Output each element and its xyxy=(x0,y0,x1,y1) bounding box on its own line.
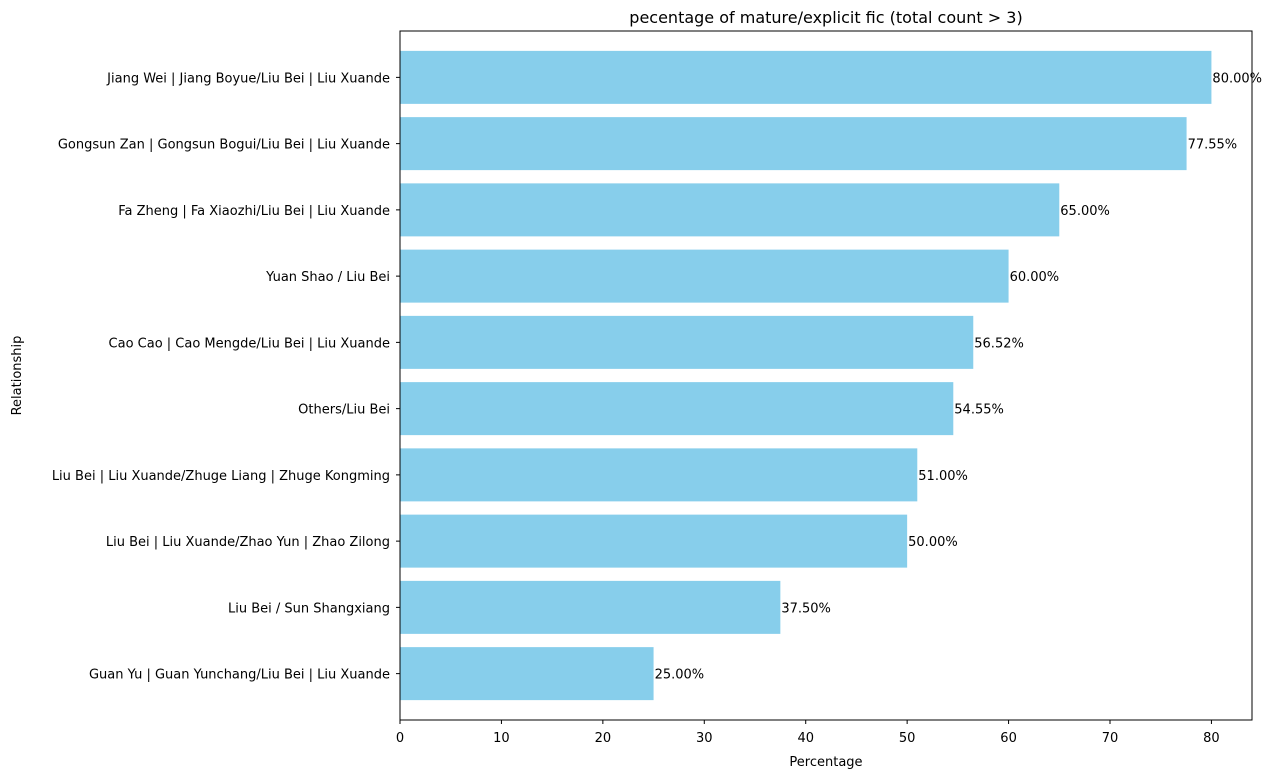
y-tick-label: Liu Bei / Sun Shangxiang xyxy=(228,601,390,616)
y-tick-label: Liu Bei | Liu Xuande/Zhao Yun | Zhao Zil… xyxy=(106,535,390,550)
y-tick-label: Guan Yu | Guan Yunchang/Liu Bei | Liu Xu… xyxy=(89,668,390,683)
bar-value-labels: 80.00% 77.55% 65.00% 60.00% 56.52% 54.55% 51.0… xyxy=(655,71,1262,682)
x-tick-label: 60 xyxy=(1000,731,1017,746)
bar xyxy=(400,117,1187,171)
x-tick-label: 80 xyxy=(1203,731,1220,746)
bar-value-label: 54.55% xyxy=(954,403,1004,418)
x-tick-label: 0 xyxy=(396,731,404,746)
bar-value-label: 60.00% xyxy=(1010,270,1060,285)
bar xyxy=(400,249,1009,303)
y-tick-label: Liu Bei | Liu Xuande/Zhuge Liang | Zhuge… xyxy=(52,469,390,484)
x-tick-label: 20 xyxy=(595,731,612,746)
y-tick-label: Others/Liu Bei xyxy=(298,403,390,418)
bar-value-label: 80.00% xyxy=(1212,71,1262,86)
bar xyxy=(400,382,954,436)
bar xyxy=(400,183,1060,237)
plot-frame xyxy=(399,30,1253,721)
x-tick-label: 40 xyxy=(797,731,814,746)
bar-value-label: 25.00% xyxy=(655,668,705,683)
bar xyxy=(400,315,974,369)
y-axis-ticks: Jiang Wei | Jiang Boyue/Liu Bei | Liu Xu… xyxy=(52,71,400,683)
bar xyxy=(400,647,654,701)
bar xyxy=(400,580,781,634)
x-tick-label: 70 xyxy=(1102,731,1119,746)
x-tick-label: 30 xyxy=(696,731,713,746)
y-axis-title: Relationship xyxy=(10,336,25,416)
bar xyxy=(400,50,1212,104)
bar xyxy=(400,514,908,568)
bar-value-label: 56.52% xyxy=(974,336,1024,351)
x-axis-ticks: 0 10 20 30 40 50 60 70 80 xyxy=(396,720,1220,746)
x-axis-title: Percentage xyxy=(789,755,862,770)
x-tick-label: 10 xyxy=(493,731,510,746)
bar-value-label: 50.00% xyxy=(908,535,958,550)
y-tick-label: Fa Zheng | Fa Xiaozhi/Liu Bei | Liu Xuan… xyxy=(118,204,390,219)
chart-title: pecentage of mature/explicit fic (total … xyxy=(629,8,1022,27)
bar-value-label: 51.00% xyxy=(918,469,968,484)
bar-value-label: 37.50% xyxy=(781,601,831,616)
y-tick-label: Cao Cao | Cao Mengde/Liu Bei | Liu Xuand… xyxy=(109,336,390,351)
bar xyxy=(400,448,918,502)
x-tick-label: 50 xyxy=(899,731,916,746)
y-tick-label: Yuan Shao / Liu Bei xyxy=(265,270,390,285)
bars-layer xyxy=(400,50,1212,701)
bar-value-label: 77.55% xyxy=(1188,138,1238,153)
bar-value-label: 65.00% xyxy=(1060,204,1110,219)
y-tick-label: Gongsun Zan | Gongsun Bogui/Liu Bei | Li… xyxy=(58,138,390,153)
y-tick-label: Jiang Wei | Jiang Boyue/Liu Bei | Liu Xu… xyxy=(106,71,390,86)
